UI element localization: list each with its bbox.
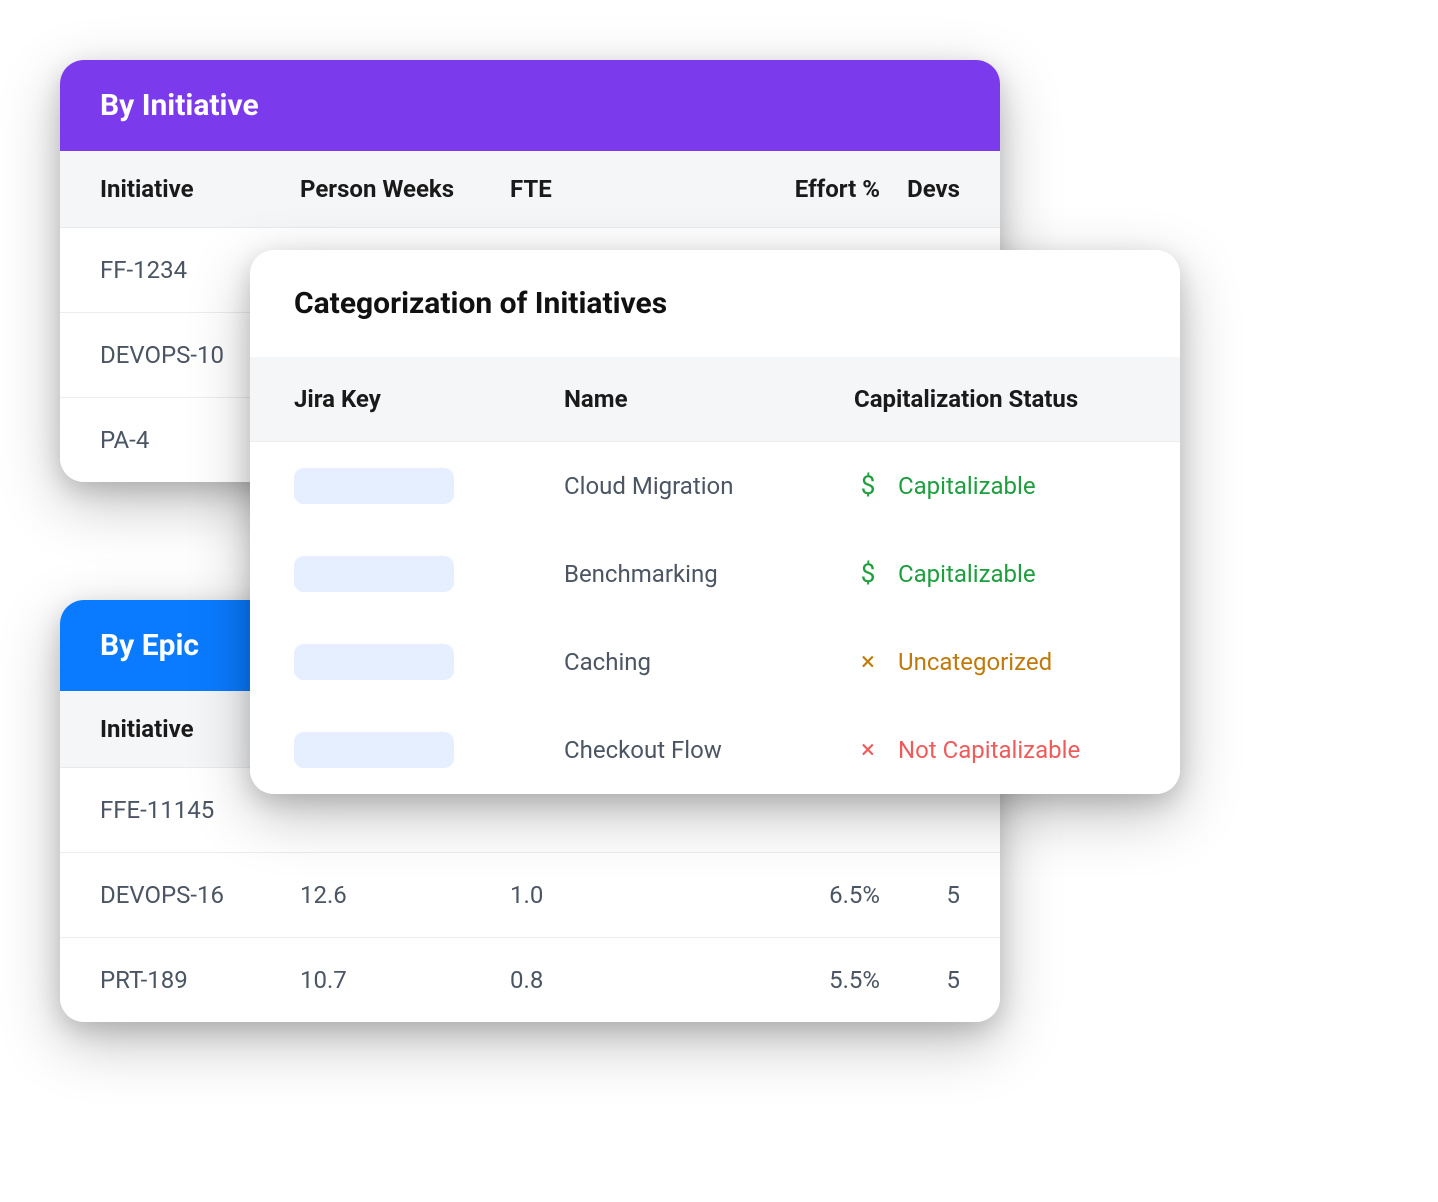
cell-devs: 5 [880,881,960,909]
table-row[interactable]: Checkout Flow × Not Capitalizable [250,706,1180,794]
status-badge: $ Capitalizable [854,471,1136,501]
col-devs: Devs [880,175,960,203]
categorization-card: Categorization of Initiatives Jira Key N… [250,250,1180,794]
cell-name: Checkout Flow [564,736,854,764]
cell-devs: 5 [880,966,960,994]
col-person-weeks: Person Weeks [300,175,510,203]
status-badge: × Uncategorized [854,647,1136,677]
col-initiative: Initiative [100,175,300,203]
status-label: Not Capitalizable [898,736,1080,764]
categorization-title: Categorization of Initiatives [250,250,1180,357]
cell-name: Caching [564,648,854,676]
cell-effort: 6.5% [690,881,880,909]
status-label: Capitalizable [898,472,1036,500]
cell-name: Benchmarking [564,560,854,588]
table-row[interactable]: Benchmarking $ Capitalizable [250,530,1180,618]
col-capitalization-status: Capitalization Status [854,385,1136,413]
cell-fte: 0.8 [510,966,690,994]
col-effort: Effort % [690,175,880,203]
table-row[interactable]: Cloud Migration $ Capitalizable [250,442,1180,530]
status-badge: × Not Capitalizable [854,735,1136,765]
cell-initiative: PRT-189 [100,966,300,994]
col-name: Name [564,385,854,413]
cell-initiative: DEVOPS-16 [100,881,300,909]
table-row[interactable]: PRT-189 10.7 0.8 5.5% 5 [60,938,1000,1022]
x-icon: × [854,735,882,765]
categorization-table-head: Jira Key Name Capitalization Status [250,357,1180,442]
cell-name: Cloud Migration [564,472,854,500]
jira-key-skeleton [294,468,454,504]
jira-key-skeleton [294,644,454,680]
jira-key-skeleton [294,556,454,592]
table-row[interactable]: Caching × Uncategorized [250,618,1180,706]
cell-person-weeks: 10.7 [300,966,510,994]
jira-key-skeleton [294,732,454,768]
status-label: Uncategorized [898,648,1052,676]
cell-initiative: FFE-11145 [100,796,300,824]
cell-effort: 5.5% [690,966,880,994]
col-jira-key: Jira Key [294,385,564,413]
cell-fte: 1.0 [510,881,690,909]
cell-person-weeks: 12.6 [300,881,510,909]
table-row[interactable]: DEVOPS-16 12.6 1.0 6.5% 5 [60,853,1000,938]
status-label: Capitalizable [898,560,1036,588]
dollar-icon: $ [854,559,882,589]
col-fte: FTE [510,175,690,203]
status-badge: $ Capitalizable [854,559,1136,589]
dollar-icon: $ [854,471,882,501]
x-icon: × [854,647,882,677]
by-initiative-title: By Initiative [60,60,1000,151]
by-initiative-table-head: Initiative Person Weeks FTE Effort % Dev… [60,151,1000,228]
